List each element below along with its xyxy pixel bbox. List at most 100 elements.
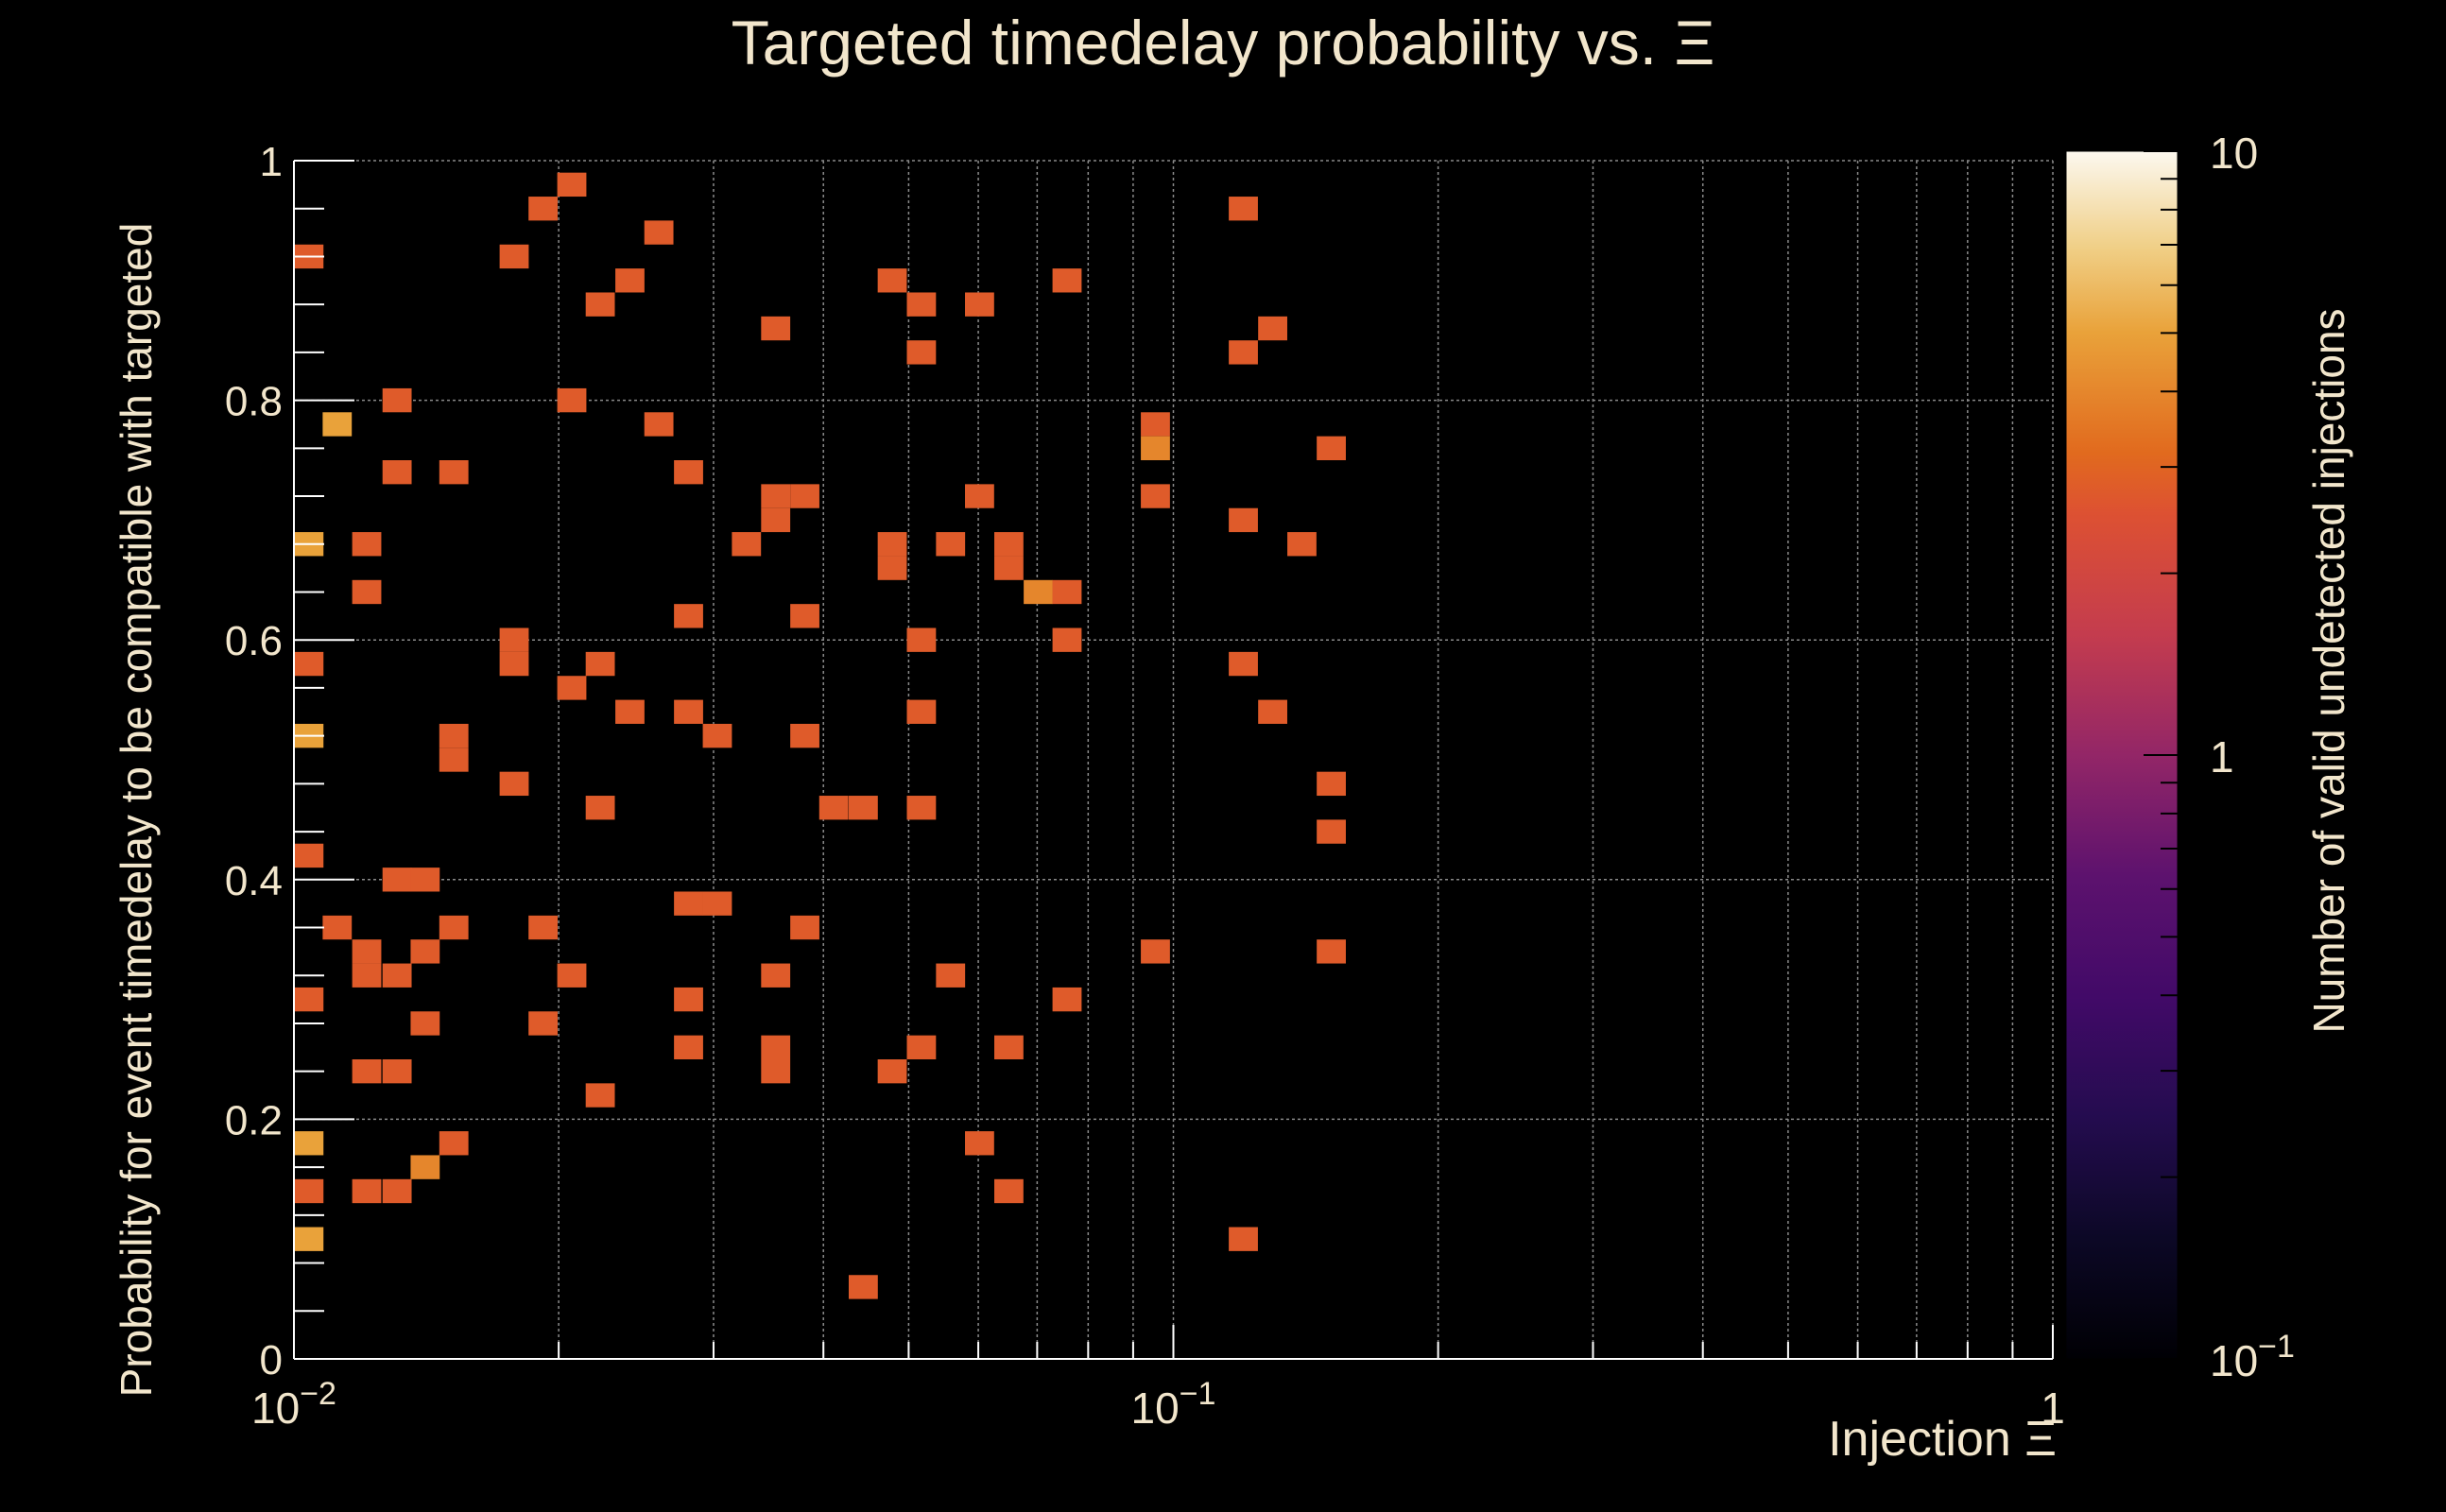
heatmap-cell: [994, 1035, 1024, 1059]
heatmap-cell: [322, 412, 353, 437]
heatmap-cell: [382, 387, 412, 413]
heatmap-cell: [352, 939, 382, 964]
heatmap-cell: [294, 1178, 324, 1204]
y-tick-label: 0: [260, 1337, 283, 1383]
heatmap-cell: [877, 268, 907, 293]
heatmap-cell: [1052, 987, 1082, 1012]
heatmap-cell: [1052, 268, 1082, 293]
heatmap-cell: [1258, 699, 1287, 724]
heatmap-cell: [615, 268, 645, 293]
heatmap-cell: [294, 1131, 324, 1156]
heatmap-cell: [818, 796, 849, 820]
heatmap-cell: [702, 891, 732, 916]
heatmap-cell: [877, 556, 907, 580]
colorbar-tick-label: 1: [2210, 732, 2234, 782]
heatmap-cell: [644, 412, 674, 437]
heatmap-cell: [557, 172, 587, 198]
heatmap-cell: [1052, 627, 1082, 652]
chart-title: Targeted timedelay probability vs. Ξ: [732, 8, 1715, 77]
heatmap-cell: [965, 1131, 994, 1156]
heatmap-cell: [674, 604, 703, 628]
heatmap-cell: [906, 699, 937, 724]
heatmap-cell: [410, 939, 440, 964]
heatmap-cell: [382, 868, 412, 892]
heatmap-cell: [1229, 340, 1258, 365]
heatmap-cell: [644, 220, 674, 245]
heatmap-cell: [557, 387, 587, 413]
heatmap-cell: [906, 627, 937, 652]
heatmap-cell: [1141, 939, 1170, 964]
heatmap-cell: [499, 771, 529, 797]
heatmap-cell: [994, 532, 1024, 557]
heatmap-cell: [439, 1131, 469, 1156]
heatmap-cell: [1317, 436, 1346, 460]
heatmap-cell: [906, 796, 937, 820]
heatmap-cell: [585, 651, 615, 677]
heatmap-cell: [1317, 939, 1346, 964]
heatmap-cell: [1317, 771, 1346, 797]
heatmap-cell: [439, 460, 469, 485]
heatmap-cell: [352, 963, 382, 988]
heatmap-cell: [1229, 651, 1258, 677]
heatmap-cell: [352, 1059, 382, 1084]
heatmap-cell: [585, 796, 615, 820]
heatmap-cell: [877, 532, 907, 557]
heatmap-cell: [936, 963, 966, 988]
heatmap-cell: [322, 915, 353, 940]
heatmap-cell: [499, 627, 529, 652]
heatmap-cell: [294, 987, 324, 1012]
heatmap-cell: [674, 1035, 703, 1059]
heatmap-cell: [761, 507, 791, 533]
heatmap-cell: [352, 579, 382, 605]
heatmap-cell: [761, 1059, 791, 1084]
plot-axes: [293, 160, 2054, 1360]
heatmap-cell: [585, 1083, 615, 1108]
heatmap-cell: [1141, 412, 1170, 437]
heatmap-cell: [1287, 532, 1317, 557]
heatmap-cell: [410, 1155, 440, 1179]
heatmap-cell: [352, 532, 382, 557]
heatmap-cell: [382, 1059, 412, 1084]
heatmap-cell: [557, 676, 587, 700]
heatmap-cell: [352, 1178, 382, 1204]
y-tick-label: 0.2: [225, 1097, 283, 1143]
grid-lines: [294, 160, 2054, 1359]
x-tick-label: 10−1: [1131, 1376, 1216, 1433]
heatmap-cell: [702, 723, 732, 748]
heatmap-cells: [294, 172, 1346, 1299]
heatmap-cell: [790, 915, 819, 940]
heatmap-cell: [1229, 507, 1258, 533]
heatmap-cell: [439, 723, 469, 748]
heatmap-cell: [528, 1011, 559, 1036]
heatmap-cell: [848, 1275, 878, 1299]
colorbar-label: Number of valid undetected injections: [2304, 308, 2353, 1033]
heatmap-cell: [674, 891, 703, 916]
heatmap-cell: [1024, 579, 1053, 605]
heatmap-cell: [585, 292, 615, 317]
heatmap-cell: [1052, 579, 1082, 605]
heatmap-cell: [674, 460, 703, 485]
y-tick-label: 1: [260, 139, 283, 185]
heatmap-cell: [1141, 436, 1170, 460]
heatmap-cell: [382, 460, 412, 485]
heatmap-cell: [965, 484, 994, 508]
heatmap-cell: [761, 484, 791, 508]
y-tick-label: 0.6: [225, 618, 283, 664]
heatmap-cell: [528, 197, 559, 221]
heatmap-cell: [557, 963, 587, 988]
heatmap-cell: [674, 987, 703, 1012]
heatmap-cell: [499, 244, 529, 269]
heatmap-cell: [439, 747, 469, 772]
heatmap-cell: [615, 699, 645, 724]
y-axis-label: Probability for event timedelay to be co…: [112, 223, 161, 1398]
heatmap-cell: [906, 292, 937, 317]
colorbar-tick-label: 10−1: [2210, 1329, 2295, 1385]
heatmap-cell: [906, 1035, 937, 1059]
x-tick-label: 1: [2041, 1383, 2065, 1433]
heatmap-cell: [790, 604, 819, 628]
heatmap-cell: [994, 556, 1024, 580]
x-tick-label: 10−2: [251, 1376, 336, 1433]
heatmap-cell: [1258, 316, 1287, 341]
heatmap-cell: [294, 651, 324, 677]
